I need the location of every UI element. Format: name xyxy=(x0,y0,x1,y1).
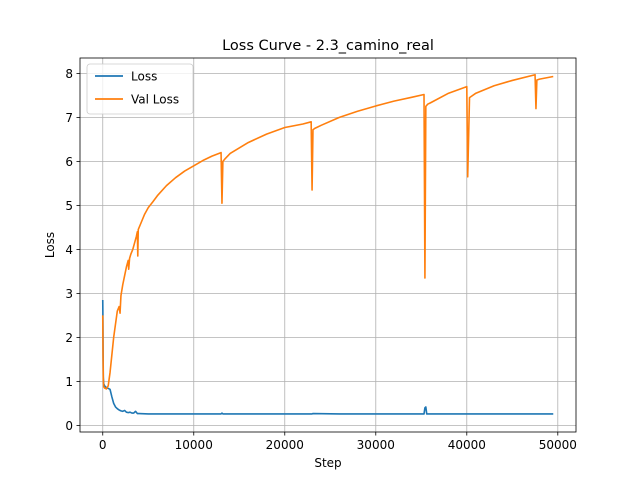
y-tick-label: 7 xyxy=(65,111,73,125)
chart-title: Loss Curve - 2.3_camino_real xyxy=(222,38,434,54)
y-tick-label: 5 xyxy=(65,199,73,213)
y-tick-label: 4 xyxy=(65,243,73,257)
y-axis-label: Loss xyxy=(43,232,57,258)
axes-frame xyxy=(79,57,577,433)
legend-label-val-loss: Val Loss xyxy=(131,93,179,107)
x-tick-label: 0 xyxy=(99,438,107,452)
series-layer xyxy=(101,73,554,415)
legend: Loss Val Loss xyxy=(86,63,194,115)
y-tick-label: 1 xyxy=(65,375,73,389)
y-tick-label: 6 xyxy=(65,155,73,169)
y-tick-label: 2 xyxy=(65,331,73,345)
x-tick-label: 20000 xyxy=(266,438,304,452)
series-line-val-loss xyxy=(101,73,554,390)
x-tick-label: 40000 xyxy=(448,438,486,452)
y-tick-label: 3 xyxy=(65,287,73,301)
axis-ticks: 0 10000 20000 30000 40000 50000 0 1 2 3 4 5 6 7 8 xyxy=(65,67,577,452)
legend-label-loss: Loss xyxy=(131,70,157,84)
x-tick-label: 50000 xyxy=(539,438,577,452)
grid-lines xyxy=(80,58,576,432)
x-tick-label: 10000 xyxy=(175,438,213,452)
y-tick-label: 0 xyxy=(65,419,73,433)
y-tick-label: 8 xyxy=(65,67,73,81)
x-tick-label: 30000 xyxy=(357,438,395,452)
x-axis-label: Step xyxy=(314,456,341,470)
series-line-loss xyxy=(101,299,554,415)
